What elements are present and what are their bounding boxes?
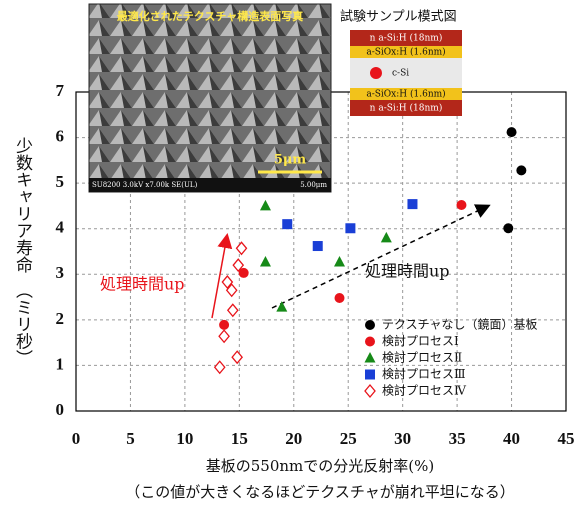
layer-label: a-SiOx:H (1.6nm): [366, 89, 445, 100]
photo-scale: 5μm: [274, 153, 307, 168]
x-tick-label: 0: [72, 429, 81, 448]
legend-marker: [365, 370, 375, 380]
point: [219, 330, 229, 342]
point: [381, 232, 392, 243]
trend-arrow: [272, 206, 488, 308]
annotation: 処理時間up: [100, 275, 185, 294]
y-tick-label: 0: [56, 400, 65, 419]
x-tick-label: 15: [231, 429, 248, 448]
photo-info: SU8200 3.0kV x7.00k SE(UL): [92, 181, 198, 189]
x-tick-label: 25: [340, 429, 357, 448]
point: [232, 351, 242, 363]
x-tick-label: 20: [285, 429, 302, 448]
point: [503, 223, 513, 233]
x-tick-label: 35: [449, 429, 466, 448]
chart: 最適化されたテクスチャ構造表面写真 5μm SU8200 3.0kV x7.00…: [0, 0, 584, 508]
point: [215, 361, 225, 373]
x-tick-label: 40: [503, 429, 520, 448]
point: [345, 223, 355, 233]
y-tick-label: 4: [56, 218, 65, 237]
point: [276, 301, 287, 312]
sample-diagram: 試験サンプル模式図 n a-Si:H (18nm) a-SiOx:H (1.6n…: [340, 9, 462, 117]
point: [335, 293, 345, 303]
layer-label: n a-Si:H (18nm): [370, 103, 443, 114]
y-tick-label: 2: [56, 309, 65, 328]
y-tick-label: 3: [56, 263, 65, 282]
photo-scale-small: 5.00μm: [300, 181, 327, 189]
point: [282, 219, 292, 229]
x-tick-label: 30: [394, 429, 411, 448]
point: [313, 241, 323, 251]
layer-label: c-Si: [392, 69, 409, 79]
point: [260, 256, 271, 266]
point: [507, 127, 517, 137]
legend-marker: [365, 385, 375, 397]
y-tick-label: 7: [56, 81, 65, 100]
legend-label: 検討プロセスⅡ: [382, 350, 462, 365]
legend-label: 検討プロセスⅣ: [382, 383, 467, 398]
photo-inset: 最適化されたテクスチャ構造表面写真 5μm SU8200 3.0kV x7.00…: [89, 4, 331, 192]
x-tick-label: 5: [126, 429, 135, 448]
legend-marker: [365, 352, 376, 363]
point: [516, 165, 526, 175]
x-axis-note: （この値が大きくなるほどテクスチャが崩れ平坦になる）: [125, 483, 514, 501]
point: [219, 320, 229, 330]
legend-marker: [365, 320, 375, 330]
photo-title: 最適化されたテクスチャ構造表面写真: [117, 9, 304, 23]
point: [228, 304, 238, 316]
trend-arrow: [212, 236, 227, 318]
layer-label: n a-Si:H (18nm): [370, 33, 443, 44]
y-axis-label: 少数キャリア寿命 （ミリ秒）: [12, 137, 33, 367]
annotation: 処理時間up: [365, 262, 450, 281]
x-axis-label: 基板の550nmでの分光反射率(%): [206, 457, 434, 475]
legend-label: 検討プロセスⅢ: [382, 366, 466, 381]
diagram-title: 試験サンプル模式図: [340, 9, 457, 25]
x-tick-label: 45: [558, 429, 575, 448]
legend-label: 検討プロセスⅠ: [382, 333, 459, 348]
y-tick-label: 5: [56, 172, 65, 191]
legend-label: テクスチャなし（鏡面）基板: [382, 317, 538, 332]
legend-marker: [365, 337, 375, 347]
point: [237, 242, 247, 254]
y-tick-label: 1: [56, 354, 65, 373]
y-tick-label: 6: [56, 126, 65, 145]
layer-label: a-SiOx:H (1.6nm): [366, 47, 445, 58]
point: [260, 200, 271, 211]
x-tick-label: 10: [176, 429, 193, 448]
point: [407, 199, 417, 209]
point: [456, 200, 466, 210]
point: [334, 256, 345, 266]
